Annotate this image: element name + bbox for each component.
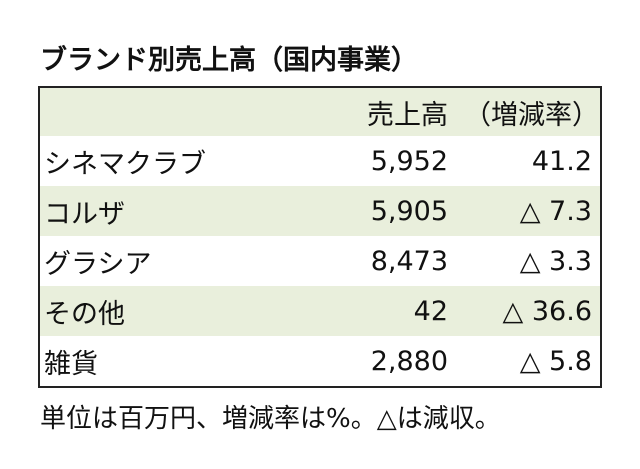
rate-value: △ 3.3 (519, 245, 592, 277)
header-name (40, 88, 228, 136)
table-row: グラシア 8,473 △ 3.3 (40, 236, 600, 286)
brand-name: シネマクラブ (44, 148, 206, 180)
brand-name: コルザ (40, 186, 228, 236)
rate-value: 41.2 (531, 145, 592, 177)
page-title: ブランド別売上高（国内事業） (40, 45, 418, 76)
brand-name: その他 (40, 286, 228, 336)
rate-value: △ 7.3 (464, 186, 600, 236)
sales-value: 8,473 (370, 245, 448, 277)
rate-value: △ 5.8 (519, 345, 592, 377)
brand-name: グラシア (44, 248, 152, 280)
sales-value: 5,905 (228, 186, 464, 236)
table-row: その他 42 △ 36.6 (40, 286, 600, 336)
header-sales: 売上高 (228, 88, 464, 136)
sales-value: 2,880 (370, 345, 448, 377)
footnote: 単位は百万円、増減率は%。△は減収。 (40, 404, 501, 434)
sales-value: 42 (228, 286, 464, 336)
rate-value: △ 36.6 (464, 286, 600, 336)
table-row: シネマクラブ 5,952 41.2 (40, 136, 600, 186)
brand-name: 雑貨 (44, 348, 98, 380)
table-row: 雑貨 2,880 △ 5.8 (40, 336, 600, 386)
sales-table: 売上高 （増減率） シネマクラブ 5,952 41.2 コルザ 5,905 △ … (38, 86, 602, 388)
header-rate: （増減率） (464, 88, 600, 136)
sales-value: 5,952 (370, 145, 448, 177)
table-row: コルザ 5,905 △ 7.3 (40, 186, 600, 236)
table-header-row: 売上高 （増減率） (40, 88, 600, 136)
